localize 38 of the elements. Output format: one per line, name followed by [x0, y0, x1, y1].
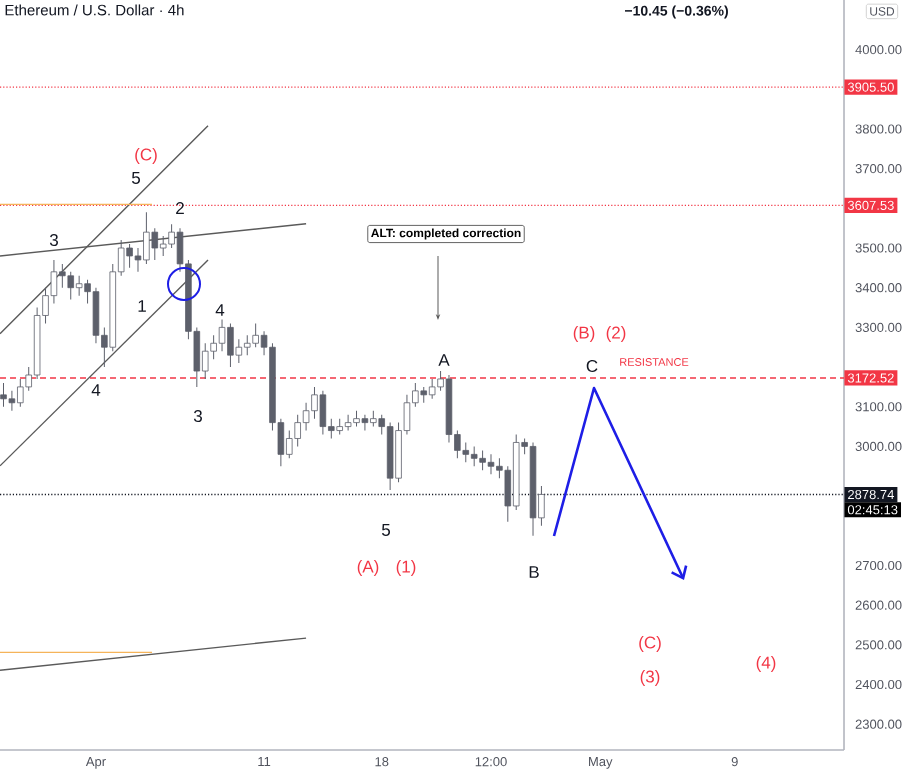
candlestick [470, 445, 478, 467]
candlestick [302, 402, 310, 432]
candlestick [159, 235, 167, 257]
annotation: C [586, 359, 598, 373]
annotation: 5 [131, 172, 141, 184]
annotation: (C) [135, 148, 157, 164]
candlestick [0, 382, 7, 408]
annotation: 4 [215, 304, 225, 316]
candlestick [487, 453, 495, 475]
annotation: (4) [756, 656, 776, 672]
candlestick [126, 243, 133, 269]
annotation: 4 [91, 384, 101, 396]
candlestick [218, 318, 226, 352]
candlestick [428, 378, 436, 400]
candlestick [319, 390, 327, 436]
annotation: B [529, 566, 539, 578]
candlestick [75, 275, 83, 297]
annotation: 3 [193, 409, 202, 423]
candlestick [344, 414, 352, 432]
annotation: (B) [573, 326, 595, 342]
candlestick [311, 386, 318, 420]
candlestick [462, 441, 470, 463]
annotation: (A) [357, 560, 379, 576]
annotation: 5 [381, 524, 391, 536]
annotation: (C) [639, 636, 661, 652]
annotation: A [438, 354, 450, 366]
candlestick [227, 322, 234, 368]
annotation: 2 [176, 202, 184, 214]
annotation: 1 [138, 300, 146, 312]
annotation: (3) [640, 670, 660, 686]
candlestick [151, 227, 159, 261]
candlestick [361, 414, 369, 432]
candlestick [92, 287, 100, 344]
candlestick [8, 390, 16, 412]
annotation: 3 [49, 233, 58, 247]
annotation: (2) [606, 326, 626, 342]
candlestick [243, 334, 251, 356]
annotation: (1) [396, 560, 416, 576]
